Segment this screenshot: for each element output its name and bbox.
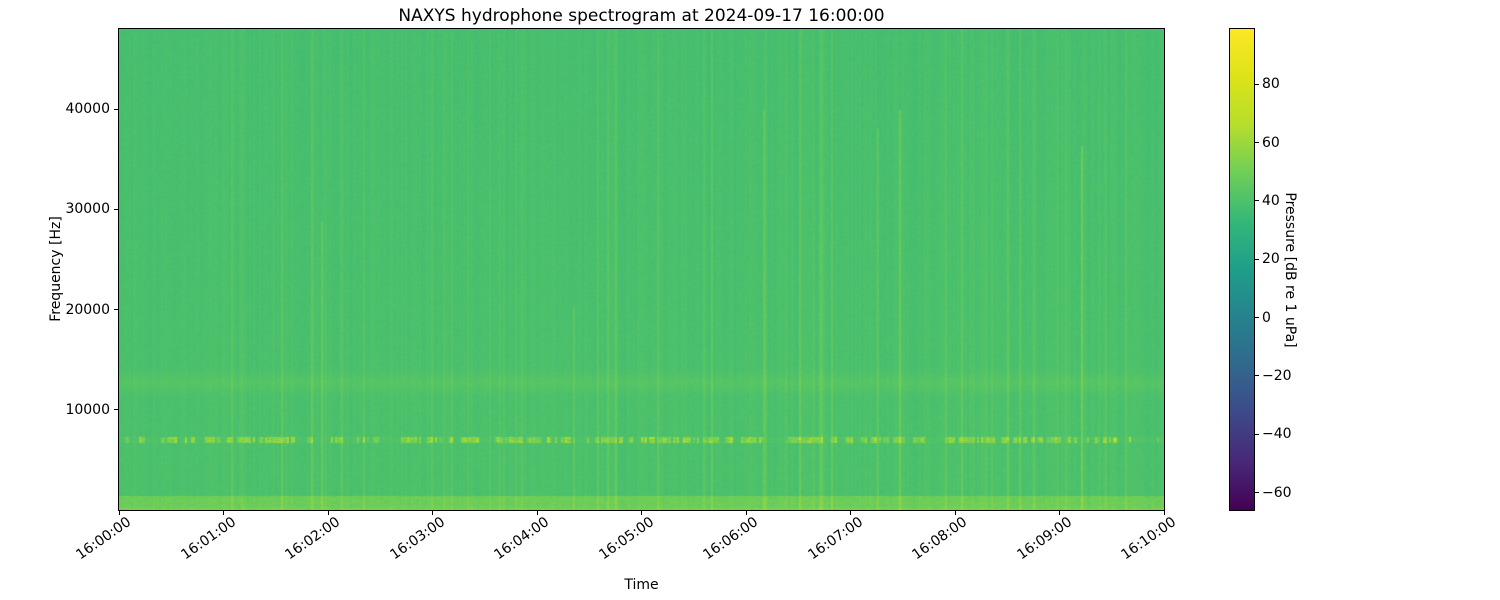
x-tick-label: 16:02:00 xyxy=(282,514,344,564)
spectrogram-heatmap xyxy=(119,29,1164,510)
x-tick-mark xyxy=(327,511,329,515)
colorbar-label: Pressure [dB re 1 uPa] xyxy=(1282,192,1298,348)
colorbar-tick-mark xyxy=(1255,317,1259,319)
y-tick-mark xyxy=(114,309,118,311)
colorbar-tick-mark xyxy=(1255,142,1259,144)
x-axis-label: Time xyxy=(624,577,659,593)
colorbar-tick-mark xyxy=(1255,433,1259,435)
colorbar-tick-mark xyxy=(1255,375,1259,377)
x-tick-label: 16:04:00 xyxy=(491,514,553,564)
colorbar-tick-label: 60 xyxy=(1262,134,1280,151)
x-tick-mark xyxy=(954,511,956,515)
colorbar-tick-label: 80 xyxy=(1262,76,1280,93)
y-tick-label: 20000 xyxy=(65,301,110,318)
colorbar-tick-label: −60 xyxy=(1262,484,1292,501)
y-tick-label: 10000 xyxy=(65,401,110,418)
x-tick-label: 16:00:00 xyxy=(73,514,135,564)
x-tick-label: 16:05:00 xyxy=(595,514,657,564)
x-tick-label: 16:07:00 xyxy=(804,514,866,564)
x-tick-label: 16:06:00 xyxy=(700,514,762,564)
y-tick-mark xyxy=(114,208,118,210)
x-tick-label: 16:10:00 xyxy=(1118,514,1180,564)
chart-title: NAXYS hydrophone spectrogram at 2024-09-… xyxy=(398,6,885,26)
x-tick-mark xyxy=(745,511,747,515)
colorbar xyxy=(1229,28,1255,511)
colorbar-tick-label: −20 xyxy=(1262,367,1292,384)
x-tick-mark xyxy=(536,511,538,515)
y-tick-label: 30000 xyxy=(65,201,110,218)
x-tick-label: 16:08:00 xyxy=(909,514,971,564)
colorbar-tick-mark xyxy=(1255,492,1259,493)
x-tick-label: 16:03:00 xyxy=(386,514,448,564)
x-tick-mark xyxy=(223,511,224,515)
y-tick-mark xyxy=(114,409,118,411)
x-tick-mark xyxy=(641,511,642,515)
colorbar-tick-mark xyxy=(1255,83,1259,85)
x-tick-mark xyxy=(432,511,433,515)
x-tick-mark xyxy=(118,511,120,515)
plot-area xyxy=(118,28,1165,511)
x-tick-mark xyxy=(1059,511,1060,515)
x-tick-label: 16:09:00 xyxy=(1013,514,1075,564)
y-tick-mark xyxy=(114,108,118,110)
colorbar-tick-mark xyxy=(1255,258,1259,260)
colorbar-tick-label: −40 xyxy=(1262,426,1292,443)
colorbar-tick-label: 40 xyxy=(1262,192,1280,209)
x-tick-mark xyxy=(1163,511,1165,515)
x-tick-label: 16:01:00 xyxy=(177,514,239,564)
colorbar-tick-mark xyxy=(1255,200,1259,202)
x-tick-mark xyxy=(850,511,851,515)
y-tick-label: 40000 xyxy=(65,101,110,118)
colorbar-tick-label: 20 xyxy=(1262,251,1280,268)
colorbar-tick-label: 0 xyxy=(1262,309,1271,326)
